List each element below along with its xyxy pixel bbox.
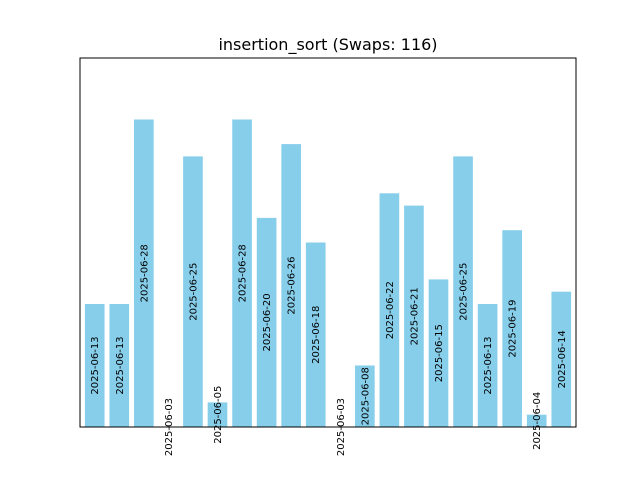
bar-7 (256, 217, 277, 427)
bar-9 (305, 242, 326, 427)
bar-13 (404, 205, 424, 427)
bar-1 (109, 304, 130, 427)
bar-label-12: 2025-06-22 (385, 281, 396, 339)
bar-label-16: 2025-06-13 (483, 336, 494, 394)
bar-12 (379, 193, 400, 427)
bar-11 (355, 365, 375, 427)
bar-label-14: 2025-06-15 (434, 324, 445, 382)
bar-label-15: 2025-06-25 (459, 263, 470, 321)
bar-15 (453, 156, 473, 427)
bar-label-1: 2025-06-13 (115, 336, 126, 394)
chart-title: insertion_sort (Swaps: 116) (218, 35, 437, 55)
bar-label-13: 2025-06-21 (409, 287, 420, 345)
bar-4 (183, 156, 203, 427)
bar-label-0: 2025-06-13 (90, 336, 101, 394)
bar-16 (477, 304, 498, 427)
bar-label-11: 2025-06-08 (360, 367, 371, 425)
bar-label-6: 2025-06-28 (238, 244, 249, 302)
bar-14 (428, 279, 449, 427)
bar-0 (84, 304, 105, 427)
bar-18 (526, 414, 547, 427)
bar-label-5: 2025-06-05 (213, 386, 224, 444)
bar-label-17: 2025-06-19 (508, 300, 519, 358)
bar-6 (232, 119, 252, 427)
axes-frame (79, 57, 577, 428)
bar-label-18: 2025-06-04 (532, 392, 543, 450)
bar-17 (502, 230, 522, 427)
bar-5 (207, 402, 228, 427)
bar-2 (134, 119, 154, 427)
bar-label-9: 2025-06-18 (311, 306, 322, 364)
bar-label-7: 2025-06-20 (262, 293, 273, 351)
bar-8 (281, 144, 301, 427)
bar-label-8: 2025-06-26 (287, 256, 298, 314)
bar-label-2: 2025-06-28 (139, 244, 150, 302)
bars-group (84, 119, 572, 427)
bar-label-4: 2025-06-25 (188, 263, 199, 321)
bar-19 (551, 291, 572, 427)
bar-label-19: 2025-06-14 (557, 330, 568, 388)
